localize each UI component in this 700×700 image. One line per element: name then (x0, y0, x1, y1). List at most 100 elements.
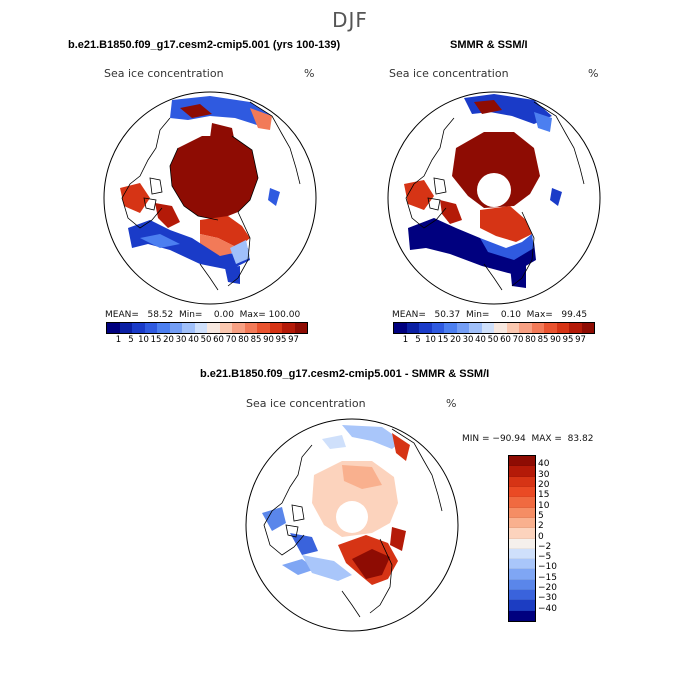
colorbar-tick-label: 50 (200, 335, 212, 345)
diff-colorbar (508, 455, 536, 622)
colorbar-tick-label: 60 (500, 335, 511, 345)
colorbar-swatch (107, 323, 120, 333)
diff-colorbar-ticks: 40 30 20 15 10 5 2 0 −2 −5 −10 −15 −20 −30 −40 (538, 455, 578, 620)
colorbar-tick-label: 2 (538, 521, 544, 532)
colorbar-tick-label: −10 (538, 562, 557, 573)
colorbar-swatch (219, 323, 232, 333)
colorbar-tick-label: 40 (538, 459, 550, 470)
colorbar-tick-label: 85 (250, 335, 262, 345)
model-panel-title: b.e21.B1850.f09_g17.cesm2-cmip5.001 (yrs… (68, 39, 341, 51)
colorbar-tick-label: 10 (538, 500, 550, 511)
colorbar-tick-label: 85 (537, 335, 549, 345)
colorbar-tick-label: 97 (575, 335, 586, 345)
colorbar-tick-label: 30 (462, 335, 474, 345)
colorbar-swatch (269, 323, 282, 333)
colorbar-swatch (509, 486, 535, 498)
colorbar-tick-label: 70 (225, 335, 237, 345)
colorbar-swatch (182, 323, 195, 333)
colorbar-swatch (282, 323, 295, 333)
colorbar-tick-label: 50 (487, 335, 499, 345)
colorbar-swatch (394, 323, 407, 333)
diff-variable-label: Sea ice concentration (246, 397, 366, 410)
colorbar-swatch (509, 569, 535, 580)
colorbar-swatch (132, 323, 145, 333)
model-units-label: % (304, 67, 315, 80)
colorbar-swatch (481, 323, 494, 333)
colorbar-tick-label: 20 (163, 335, 174, 345)
diff-map (245, 418, 459, 632)
colorbar-swatch (509, 559, 535, 570)
colorbar-tick-label: 20 (538, 479, 550, 490)
colorbar-swatch (509, 466, 535, 477)
colorbar-tick-label: 60 (213, 335, 224, 345)
obs-stats: MEAN= 50.37 Min= 0.10 Max= 99.45 (392, 310, 588, 320)
colorbar-swatch (444, 323, 457, 333)
colorbar-swatch (509, 548, 535, 560)
colorbar-tick-label: 40 (475, 335, 486, 345)
colorbar-swatch (509, 528, 535, 539)
colorbar-swatch (509, 456, 535, 467)
colorbar-tick-label: 1 (115, 335, 122, 345)
colorbar-swatch (509, 507, 535, 518)
colorbar-tick-label: 90 (550, 335, 561, 345)
diff-stats: MIN = −90.94 MAX = 83.82 (462, 434, 594, 444)
colorbar-swatch (207, 323, 220, 333)
obs-map (387, 91, 601, 305)
colorbar-swatch (431, 323, 444, 333)
colorbar-swatch (509, 590, 535, 601)
colorbar-tick-label: 97 (288, 335, 299, 345)
colorbar-tick-label: −40 (538, 603, 557, 614)
obs-variable-label: Sea ice concentration (389, 67, 509, 80)
colorbar-tick-label: 90 (263, 335, 274, 345)
colorbar-swatch (157, 323, 170, 333)
colorbar-tick-label: 5 (538, 510, 544, 521)
colorbar-swatch (509, 517, 535, 529)
colorbar-swatch (544, 323, 557, 333)
colorbar-tick-label: 80 (238, 335, 249, 345)
season-title: DJF (332, 8, 368, 32)
model-stats: MEAN= 58.52 Min= 0.00 Max= 100.00 (105, 310, 301, 320)
obs-colorbar-ticks: 1 5 10 15 20 30 40 50 60 70 80 85 90 95 97 (393, 335, 593, 345)
model-colorbar (106, 322, 308, 334)
colorbar-swatch (456, 323, 469, 333)
diff-units-label: % (446, 397, 457, 410)
colorbar-swatch (194, 323, 207, 333)
colorbar-tick-label: 80 (525, 335, 536, 345)
colorbar-swatch (509, 538, 535, 549)
colorbar-tick-label: −2 (538, 541, 552, 552)
colorbar-tick-label: 10 (138, 335, 149, 345)
colorbar-tick-label: 15 (437, 335, 449, 345)
colorbar-tick-label: 20 (450, 335, 461, 345)
colorbar-swatch (509, 579, 535, 591)
colorbar-tick-label: 95 (275, 335, 287, 345)
colorbar-tick-label: 10 (425, 335, 436, 345)
colorbar-tick-label: 30 (175, 335, 187, 345)
colorbar-swatch (232, 323, 245, 333)
colorbar-tick-label: −15 (538, 572, 557, 583)
colorbar-swatch (509, 497, 535, 508)
colorbar-tick-label: −20 (538, 583, 557, 594)
colorbar-swatch (469, 323, 482, 333)
colorbar-swatch (244, 323, 257, 333)
model-colorbar-ticks: 1 5 10 15 20 30 40 50 60 70 80 85 90 95 97 (106, 335, 306, 345)
colorbar-tick-label: 15 (150, 335, 162, 345)
colorbar-tick-label: 5 (415, 335, 421, 345)
colorbar-swatch (406, 323, 419, 333)
obs-panel-title: SMMR & SSM/I (450, 39, 528, 51)
colorbar-tick-label: 5 (128, 335, 134, 345)
colorbar-swatch (294, 323, 307, 333)
colorbar-tick-label: −5 (538, 552, 552, 563)
colorbar-tick-label: 15 (538, 490, 550, 501)
colorbar-swatch (556, 323, 569, 333)
colorbar-tick-label: 30 (538, 469, 550, 480)
colorbar-swatch (519, 323, 532, 333)
colorbar-swatch (509, 476, 535, 487)
colorbar-swatch (419, 323, 432, 333)
colorbar-tick-label: 0 (538, 531, 544, 542)
colorbar-tick-label: 1 (402, 335, 409, 345)
colorbar-tick-label: −30 (538, 593, 557, 604)
model-variable-label: Sea ice concentration (104, 67, 224, 80)
colorbar-swatch (119, 323, 132, 333)
colorbar-swatch (509, 600, 535, 611)
colorbar-swatch (494, 323, 507, 333)
